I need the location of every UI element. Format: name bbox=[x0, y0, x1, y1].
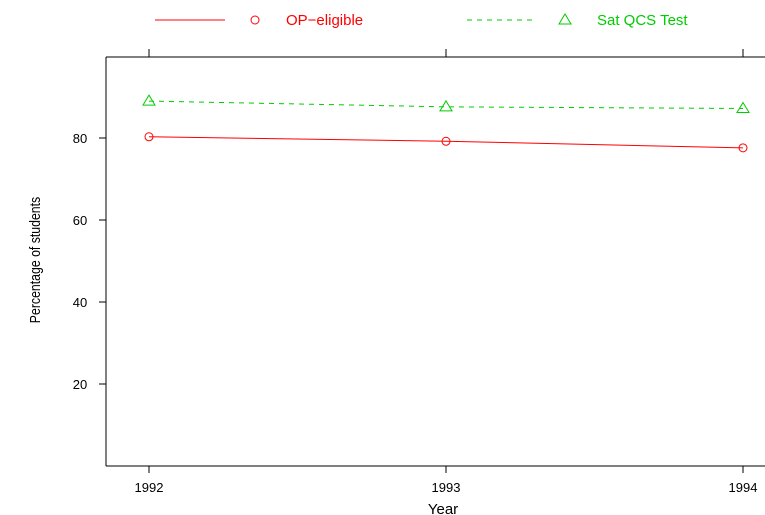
series-layer bbox=[142, 94, 750, 153]
data-point-sat-qcs-test bbox=[142, 94, 156, 106]
data-point-op-eligible bbox=[738, 143, 748, 153]
data-point-op-eligible bbox=[441, 136, 451, 146]
legend-marker-op-eligible bbox=[250, 15, 260, 25]
legend-label-sat-qcs-test: Sat QCS Test bbox=[597, 12, 688, 29]
series-line-sat-qcs-test bbox=[148, 100, 744, 109]
y-tick-label: 80 bbox=[73, 131, 87, 146]
y-axis: 20 40 60 80 bbox=[73, 131, 106, 392]
top-ticks bbox=[148, 49, 744, 57]
legend: OP−eligible Sat QCS Test bbox=[155, 12, 688, 29]
y-tick-label: 20 bbox=[73, 377, 87, 392]
x-axis: 1992 1993 1994 bbox=[135, 466, 758, 495]
x-tick-label: 1992 bbox=[135, 480, 164, 495]
x-tick-label: 1994 bbox=[729, 480, 758, 495]
y-tick-label: 60 bbox=[73, 213, 87, 228]
y-axis-label: Percentage of students bbox=[27, 197, 43, 324]
series-line-op-eligible bbox=[148, 136, 744, 149]
legend-label-op-eligible: OP−eligible bbox=[286, 12, 363, 29]
data-point-op-eligible bbox=[144, 132, 154, 142]
x-axis-label: Year bbox=[428, 501, 458, 515]
data-point-sat-qcs-test bbox=[439, 99, 453, 112]
y-tick-label: 40 bbox=[73, 295, 87, 310]
x-tick-label: 1993 bbox=[432, 480, 461, 495]
legend-marker-sat-qcs-test bbox=[558, 13, 572, 25]
data-point-sat-qcs-test bbox=[736, 101, 750, 113]
